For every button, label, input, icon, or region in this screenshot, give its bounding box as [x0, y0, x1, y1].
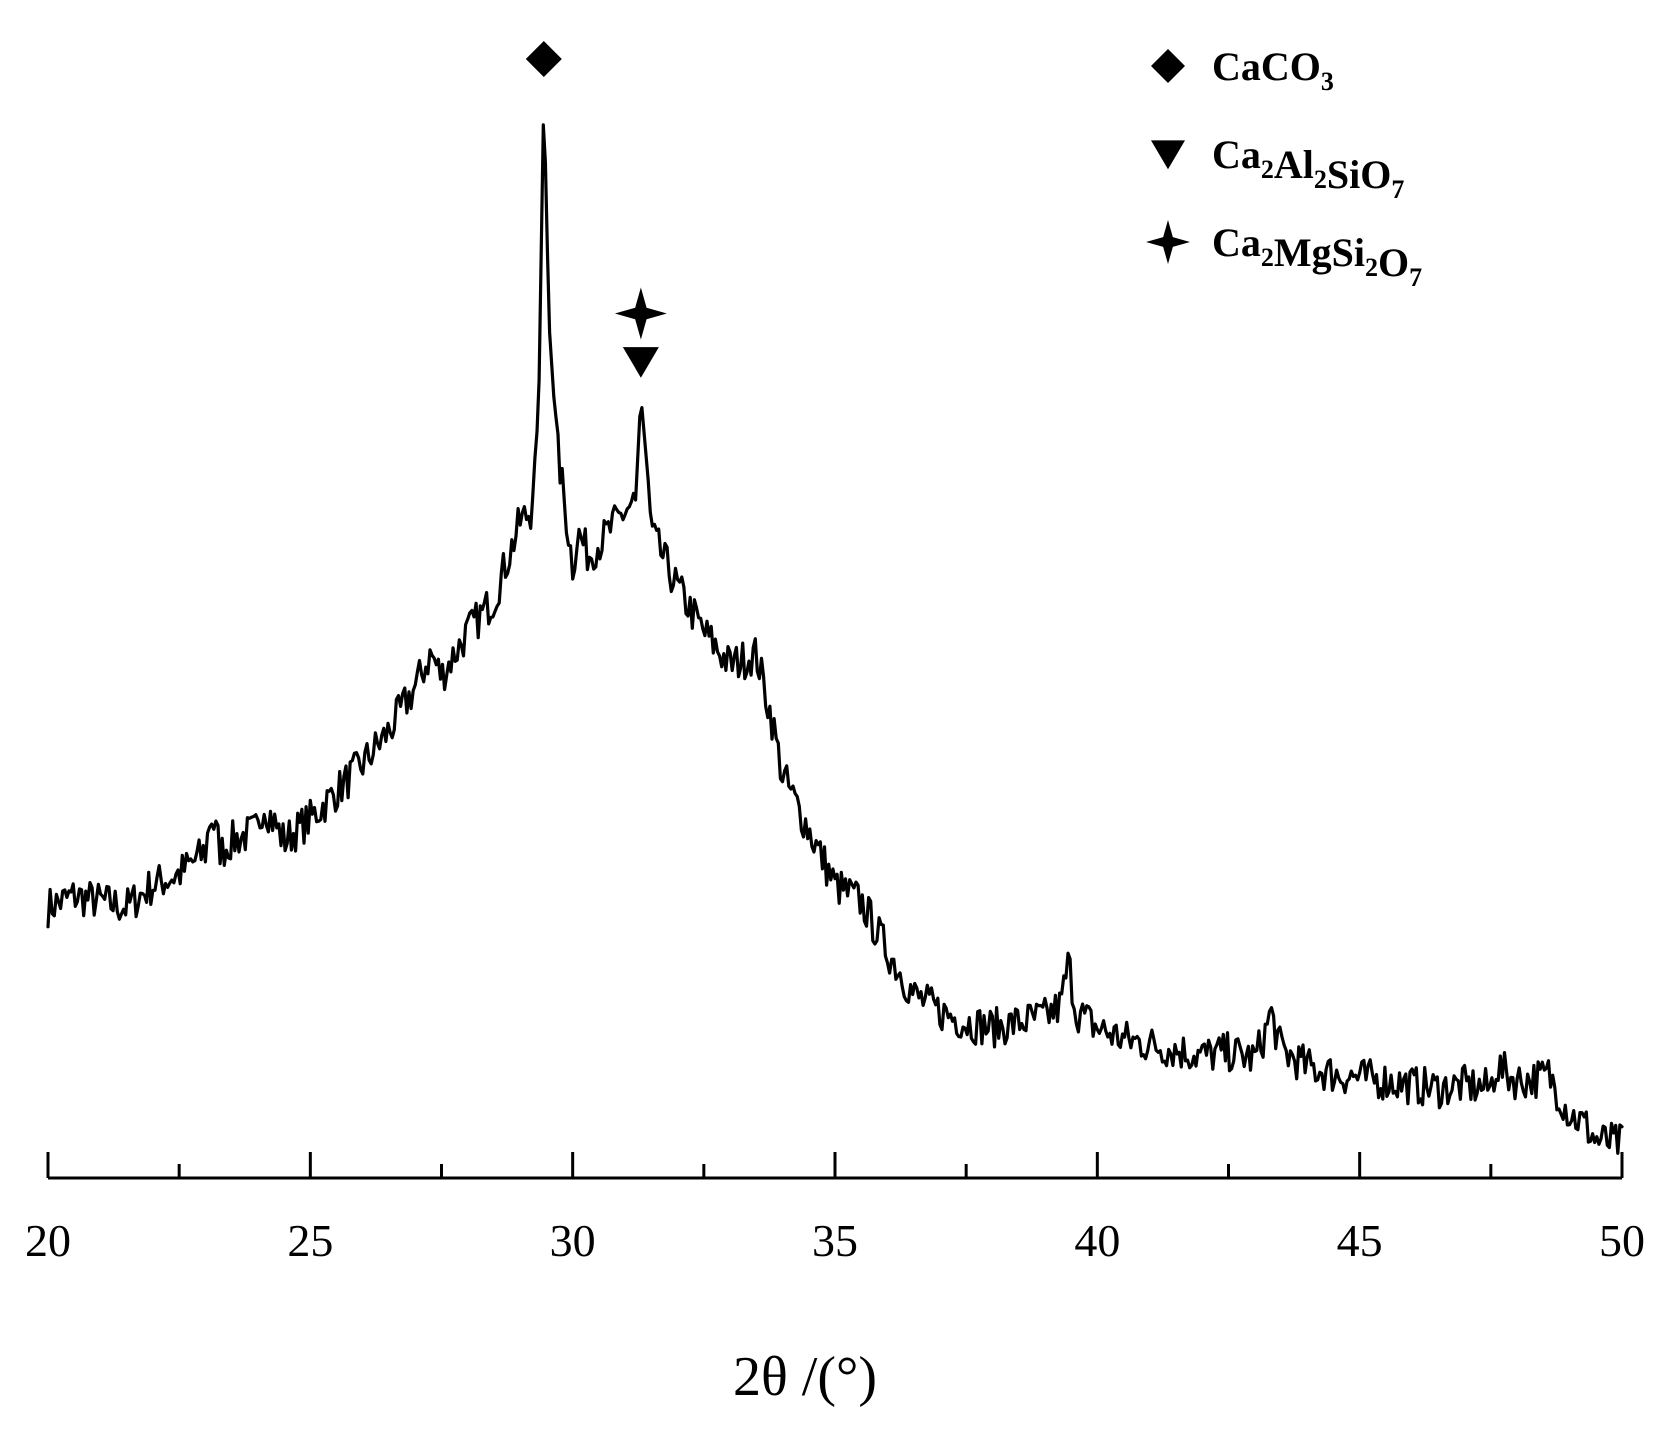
legend-label-subscript: 2 — [1314, 165, 1327, 194]
legend-label-subscript: 2 — [1261, 155, 1274, 184]
legend-label-subscript: 2 — [1365, 253, 1378, 282]
legend-label: Ca2MgSi2O7 — [1212, 220, 1422, 292]
diamond-legend-icon — [1151, 49, 1185, 83]
legend-label-part: Ca — [1212, 132, 1261, 177]
down-triangle-legend-icon — [1151, 140, 1185, 170]
legend-label-part: MgSi — [1274, 230, 1365, 275]
legend-label-part: Al — [1274, 142, 1314, 187]
x-tick-label: 45 — [1337, 1215, 1383, 1266]
legend-label-subscript: 2 — [1261, 243, 1274, 272]
plot-area — [46, 123, 1624, 1155]
legend-label-subscript: 7 — [1409, 263, 1422, 292]
legend-label: Ca2Al2SiO7 — [1212, 132, 1404, 204]
legend-label-part: CaCO — [1212, 44, 1321, 89]
legend-label-subscript: 3 — [1321, 67, 1334, 96]
legend-label-part: Ca — [1212, 220, 1261, 265]
four-point-star-peak-marker — [614, 287, 667, 340]
x-tick-label: 40 — [1074, 1215, 1120, 1266]
legend-label-part: SiO — [1327, 152, 1391, 197]
legend-label-part: O — [1378, 240, 1409, 285]
four-point-star-legend-icon — [1146, 220, 1190, 264]
xrd-pattern-line — [46, 123, 1624, 1155]
x-axis-title: 2θ /(°) — [733, 1346, 877, 1408]
peak-annotations — [525, 41, 667, 378]
legend-label-subscript: 7 — [1391, 175, 1404, 204]
x-tick-label: 20 — [25, 1215, 71, 1266]
diamond-peak-marker — [525, 41, 562, 77]
legend-label: CaCO3 — [1212, 44, 1334, 96]
down-triangle-peak-marker — [622, 347, 659, 378]
x-tick-label: 30 — [550, 1215, 596, 1266]
x-tick-label: 25 — [287, 1215, 333, 1266]
x-tick-label: 35 — [812, 1215, 858, 1266]
x-tick-label: 50 — [1599, 1215, 1645, 1266]
x-axis: 20 25 30 35 40 45 50 — [25, 1152, 1645, 1266]
